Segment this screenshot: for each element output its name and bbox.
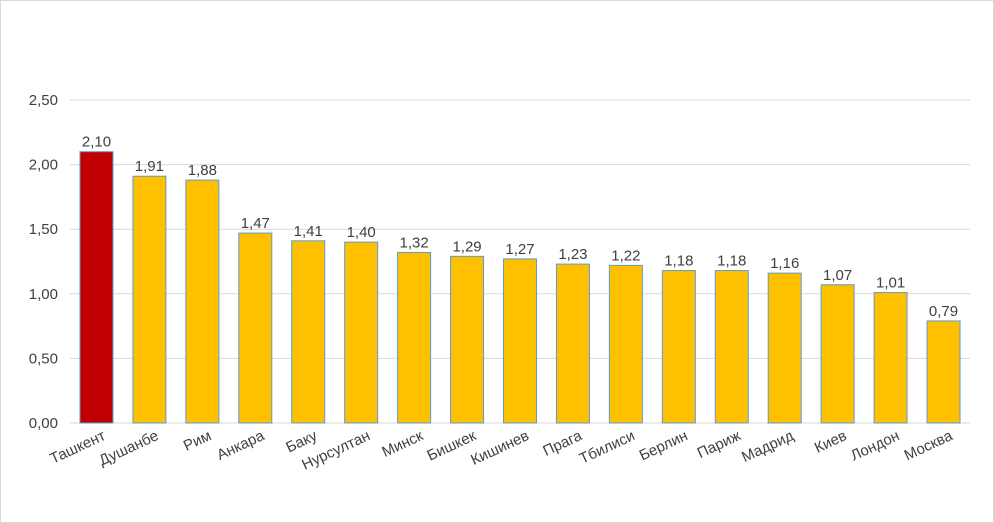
bar [79,151,114,424]
data-label: 1,32 [400,234,429,251]
data-label: 1,40 [347,224,376,241]
y-tick-label: 2,50 [29,92,58,109]
y-tick-label: 1,50 [29,221,58,238]
bar [820,284,855,424]
bar [238,232,273,424]
y-tick-label: 0,00 [29,415,58,432]
data-label: 1,18 [717,253,746,270]
x-category-label: Рим [181,427,214,455]
y-tick-label: 1,00 [29,286,58,303]
data-label: 1,27 [505,241,534,258]
data-label: 1,18 [664,253,693,270]
bar [344,241,379,424]
y-tick-label: 2,00 [29,157,58,174]
bar [132,175,167,424]
bar [291,240,326,424]
bar [714,270,749,424]
data-label: 1,01 [876,275,905,292]
x-category-label: Париж [695,427,744,462]
bar [661,270,696,424]
x-category-label: Анкара [214,427,267,464]
x-category-label: Киев [812,427,850,457]
bar [608,264,643,424]
bar [767,272,802,424]
data-label: 2,10 [82,134,111,151]
data-label: 1,29 [452,238,481,255]
data-label: 1,47 [241,215,270,232]
data-labels: 2,10 1,91 1,88 1,47 1,41 1,40 1,32 1,29 1,27 1,23… [82,134,958,320]
data-label: 1,22 [611,247,640,264]
data-label: 1,88 [188,162,217,179]
x-category-label: Тбилиси [577,427,638,467]
data-label: 0,79 [929,303,958,320]
bar [450,255,485,424]
bars [79,151,961,424]
bar [503,258,537,424]
x-category-label: Москва [902,427,956,464]
x-category-label: Кишинев [468,427,532,469]
x-category-label: Лондон [848,427,902,464]
data-label: 1,91 [135,158,164,175]
x-category-label: Минск [379,427,426,461]
bar [397,251,432,424]
data-label: 1,07 [823,267,852,284]
bar [926,320,961,424]
data-label: 1,23 [558,246,587,263]
x-category-label: Мадрид [739,427,796,466]
x-category-label: Берлин [637,427,691,464]
bar [555,263,590,424]
bar [185,179,220,424]
data-label: 1,16 [770,255,799,272]
bar [873,292,908,424]
y-tick-label: 0,50 [29,350,58,367]
data-label: 1,41 [294,223,323,240]
gridlines [70,99,970,424]
x-category-label: Душанбе [96,427,161,469]
y-axis-ticks: 0,00 0,50 1,00 1,50 2,00 2,50 [29,92,58,432]
